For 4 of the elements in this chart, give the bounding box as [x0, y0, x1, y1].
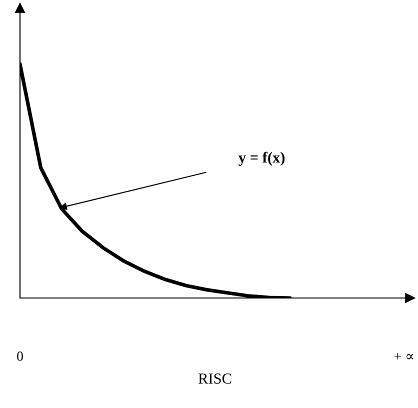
x-axis-title: RISC: [198, 373, 232, 384]
text: 0: [17, 352, 23, 361]
text: + ∝: [394, 352, 414, 360]
annotation: y = f(x): [238, 152, 285, 166]
